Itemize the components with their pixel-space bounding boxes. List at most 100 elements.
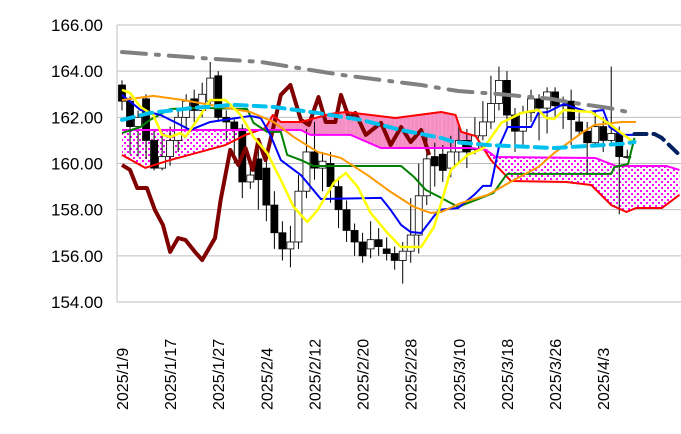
cloud-segment-bullish [398,117,403,149]
candle-body-up [454,140,463,153]
x-tick-label: 2025/1/27 [211,339,228,410]
cloud-segment-bearish [202,130,207,152]
cloud-segment-bearish [603,161,608,202]
candle-body-up [487,103,495,123]
cloud-segment-bearish [138,130,143,167]
cloud-segment-bearish [122,130,127,158]
cloud-segment-bearish [639,166,644,209]
gray-ma-line [120,50,631,115]
navy-projection-line [632,131,681,157]
cloud-segment-bearish [567,157,572,183]
candle-body-up [206,77,215,102]
candle-body-down [126,100,134,127]
x-tick-label: 2025/2/12 [307,339,324,410]
cloud-segment-bearish [535,157,540,182]
cloud-segment-bearish [206,130,211,151]
tenkan-line [121,94,635,234]
cloud-segment-bullish [286,121,291,131]
candle-body-down [430,156,439,167]
cloud-segment-bullish [342,112,346,135]
cloud-segment-bearish [510,157,515,182]
cloud-segment-bullish [318,116,323,135]
cloud-segment-bearish [623,166,627,212]
cloud-segment-bearish [210,130,215,150]
cloud-segment-bearish [551,157,556,182]
cloud-segment-bearish [636,166,640,209]
candle-body-up [246,174,255,183]
cloud-segment-bearish [523,157,528,182]
y-tick-label: 154.00 [51,293,103,312]
cloud-segment-bearish [611,164,616,207]
candle-body-up [166,140,175,157]
cloud-segment-bullish [298,121,301,131]
cloud-segment-bearish [599,159,604,198]
cloud-segment-bearish [661,166,664,209]
candle-body-up [446,151,455,169]
candle-body-down [503,80,511,116]
cloud-segment-bearish [218,130,223,147]
cloud-segment-bearish [667,166,672,204]
cloud-segment-bearish [587,157,592,185]
x-tick-label: 2025/2/28 [404,339,421,410]
cloud-segment-bullish [374,115,379,147]
candle-body-down [278,232,287,250]
senkou-a-line [121,111,680,213]
cloud-segment-bearish [514,157,519,182]
cloud-segment-bearish [566,157,568,183]
candle-body-down [150,140,158,169]
cloud-segment-bearish [506,157,511,182]
candle-body-down [118,84,126,102]
candle-body-up [286,241,295,250]
x-tick-label: 2025/1/17 [163,339,180,410]
cloud-segment-bullish [300,121,303,131]
cloud-segment-bearish [571,157,576,184]
cloud-segment-bearish [655,166,660,209]
candle-body-down [390,253,399,261]
x-tick-label: 2025/3/26 [548,339,565,410]
cloud-segment-bearish [626,166,628,212]
cloud-segment-bearish [663,166,667,207]
cloud-segment-bearish [198,130,203,153]
candle-body-down [438,153,447,171]
cloud-segment-bearish [635,166,637,209]
cloud-segment-bullish [438,112,442,149]
cloud-segment-bearish [563,157,567,182]
candle-body-down [142,98,150,141]
candle-body-down [462,140,471,153]
candle-body-down [310,151,319,169]
cloud-segment-bearish [675,168,680,198]
candle-body-up [302,151,311,192]
cloud-segment-bullish [434,112,439,149]
cloud-segment-bearish [607,162,612,206]
y-tick-label: 164.00 [51,62,103,81]
cloud-segment-bearish [527,157,532,182]
y-tick-label: 166.00 [51,16,103,35]
y-axis-ticks: 154.00 156.00 158.00 160.00 162.00 164.00 166.… [51,16,103,312]
cloud-segment-bearish [190,130,195,155]
candle-body-up [519,112,527,132]
candle-body-up [366,239,375,250]
y-tick-label: 156.00 [51,247,103,266]
cloud-segment-bearish [214,130,219,149]
candle-body-down [358,241,367,257]
cloud-segment-bearish [543,157,548,182]
x-tick-label: 2025/3/10 [452,339,469,410]
candle-body-up [414,195,423,236]
y-tick-label: 158.00 [51,201,103,220]
x-tick-label: 2025/4/3 [596,348,613,410]
candle-body-down [262,167,271,206]
cloud-segment-bearish [158,130,163,164]
cloud-segment-bullish [430,112,435,149]
candle-body-down [575,121,584,132]
cloud-segment-bearish [643,166,648,209]
candle-body-up [478,121,487,137]
cloud-segment-bearish [583,157,588,185]
candle-body-up [607,133,616,141]
cloud-segment-bearish [130,130,135,162]
cloud-segment-bearish [222,130,226,146]
candle-body-down [230,121,239,130]
cloud-segment-bearish [194,130,199,154]
cloud-segment-bearish [659,166,662,209]
